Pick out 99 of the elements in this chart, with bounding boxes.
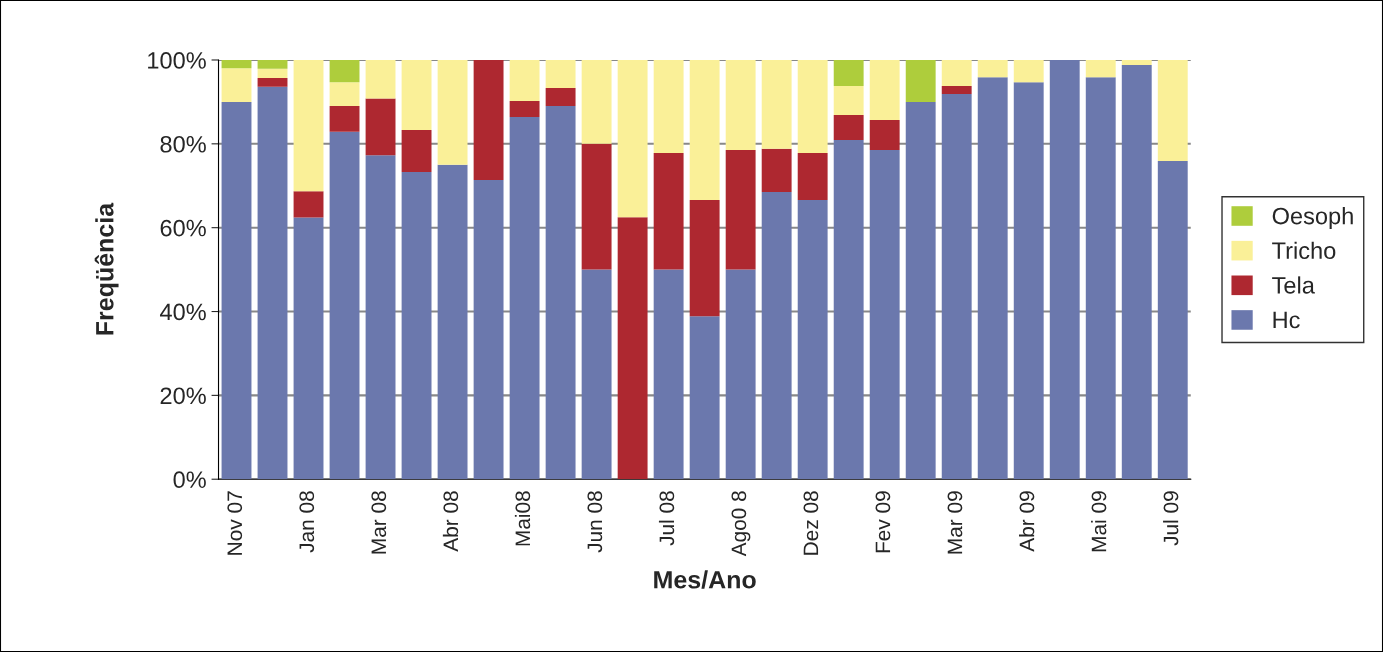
bar [581, 269, 612, 480]
bar [473, 59, 504, 180]
bar [1157, 59, 1188, 162]
bar [437, 164, 468, 480]
bar [761, 192, 792, 480]
x-axis-title: Mes/Ano [654, 570, 756, 589]
bar [617, 217, 648, 480]
bar [473, 179, 504, 480]
bar [869, 59, 900, 120]
bar [833, 59, 864, 86]
bar [221, 59, 252, 69]
bar [329, 106, 360, 132]
bar [1013, 59, 1044, 83]
bar [1085, 77, 1116, 480]
y-tick-label: 80% [160, 135, 206, 153]
bar [257, 68, 288, 79]
bar [545, 88, 576, 107]
bar [257, 59, 288, 69]
bar [581, 59, 612, 144]
x-tick-label: Jan 08 [299, 491, 315, 553]
bar [653, 59, 684, 154]
x-tick-label: Mai08 [514, 491, 531, 546]
y-tick-label: 60% [160, 219, 206, 237]
legend-label: Tela [1272, 276, 1315, 294]
bar [401, 59, 432, 130]
bar [545, 106, 576, 480]
bar [797, 200, 828, 480]
bar [725, 59, 756, 151]
bar [1013, 82, 1044, 480]
x-tick-label: Ago0 8 [731, 491, 751, 557]
bar [221, 68, 252, 102]
bar [689, 316, 720, 480]
bar [509, 117, 540, 480]
bar [977, 59, 1008, 78]
bar [257, 86, 288, 480]
bar [401, 171, 432, 480]
bar [293, 59, 324, 192]
bar [257, 78, 288, 87]
bar [941, 85, 972, 94]
bar [761, 59, 792, 149]
legend-label: Tricho [1272, 241, 1336, 260]
y-tick-label: 100% [148, 52, 206, 69]
bar [1085, 59, 1116, 78]
bar [653, 153, 684, 270]
x-tick-label: Jun 08 [587, 491, 603, 553]
bar [329, 59, 360, 83]
bar [1157, 161, 1188, 480]
x-tick-label: Dez 08 [803, 491, 819, 555]
legend-label: Oesoph [1272, 207, 1353, 230]
bar [761, 148, 792, 193]
bar [869, 150, 900, 480]
bar [797, 59, 828, 154]
bar [689, 59, 720, 201]
x-tick-label: Abr 09 [1019, 491, 1035, 552]
bar [941, 59, 972, 86]
bar [905, 59, 936, 102]
bar [725, 269, 756, 480]
bar [869, 119, 900, 151]
bar [617, 59, 648, 218]
bar [509, 59, 540, 102]
bar [293, 191, 324, 218]
bar [365, 98, 396, 156]
bar [941, 93, 972, 480]
legend-label: Hc [1273, 311, 1300, 329]
bar [581, 143, 612, 270]
bar [1121, 65, 1152, 480]
x-tick-label: Fev 09 [875, 491, 891, 553]
bar [545, 59, 576, 89]
x-tick-label: Mar 09 [947, 491, 963, 554]
bar [797, 153, 828, 201]
bar [365, 155, 396, 480]
bar [833, 140, 864, 480]
x-tick-label: Mai 09 [1091, 491, 1107, 552]
bar [221, 101, 252, 480]
bar [833, 114, 864, 141]
bar [725, 150, 756, 270]
bar [509, 101, 540, 117]
y-tick-label: 40% [160, 303, 206, 321]
bar [689, 200, 720, 317]
x-tick-label: Jul 09 [1163, 491, 1179, 546]
y-axis-title: Freqüência [94, 202, 119, 335]
bar [905, 101, 936, 480]
bar [977, 77, 1008, 480]
bar [833, 85, 864, 115]
bar [329, 82, 360, 107]
y-tick-label: 20% [160, 387, 206, 405]
bar [1049, 59, 1080, 480]
bar [401, 130, 432, 172]
bar [1121, 59, 1152, 66]
bar [293, 217, 324, 480]
x-tick-label: Mar 08 [371, 491, 387, 554]
x-tick-label: Nov 07 [227, 491, 243, 555]
x-tick-label: Jul 08 [658, 491, 675, 546]
bar [365, 59, 396, 99]
y-tick-label: 0% [173, 471, 206, 489]
bar [437, 59, 468, 165]
bar [653, 269, 684, 480]
bar [329, 131, 360, 480]
x-tick-label: Abr 08 [442, 491, 459, 552]
